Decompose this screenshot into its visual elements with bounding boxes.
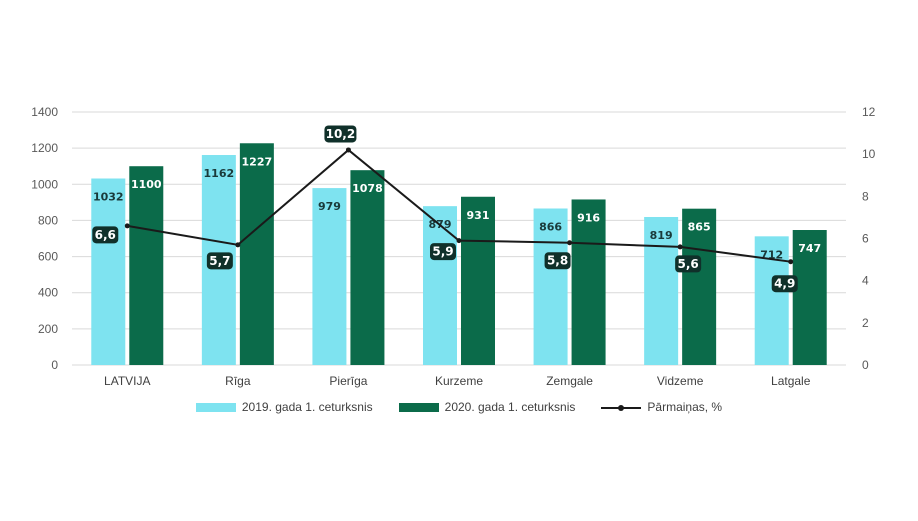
right-tick-label: 6: [862, 232, 869, 246]
bars: 1032110011621227979107887993186691681986…: [91, 143, 827, 365]
left-tick-label: 1400: [31, 105, 58, 119]
bar-2020: [792, 230, 827, 365]
data-label-2020: 931: [467, 209, 490, 222]
data-label-2019: 866: [539, 221, 562, 234]
left-tick-label: 800: [38, 213, 58, 227]
change-point: [345, 147, 351, 153]
legend-swatch-change: [601, 403, 642, 412]
legend-item-change[interactable]: Pārmaiņas, %: [601, 400, 722, 414]
data-label-2019: 819: [650, 229, 673, 242]
left-tick-label: 0: [51, 358, 58, 372]
change-point-label-box: [206, 252, 233, 270]
change-point-label-text: 5,7: [209, 254, 230, 268]
bar-2019: [644, 216, 679, 365]
category-label: Zemgale: [546, 374, 593, 388]
bar-2019: [533, 208, 568, 365]
right-tick-label: 4: [862, 274, 869, 288]
data-label-2019: 1032: [93, 191, 124, 204]
category-labels: LATVIJA Rīga Pierīga Kurzeme Zemgale Vidzeme L…: [104, 374, 811, 388]
right-tick-label: 2: [862, 316, 869, 330]
change-line: 6,6 5,7 10,2 5,9 5,8 5,6 4,9: [92, 125, 798, 293]
category-label: Latgale: [771, 374, 811, 388]
change-point-label-box: [430, 243, 456, 261]
legend-item-2019[interactable]: 2019. gada 1. ceturksnis: [195, 400, 373, 414]
change-point-label-text: 5,6: [678, 257, 699, 271]
right-tick-label: 12: [862, 105, 876, 119]
data-label-2020: 865: [688, 221, 711, 234]
bar-2020: [682, 208, 717, 365]
bar-2020: [461, 196, 495, 365]
left-tick-label: 1200: [31, 141, 58, 155]
category-label: Vidzeme: [657, 374, 704, 388]
data-label-2020: 916: [577, 211, 600, 224]
legend-swatch-2020: [398, 402, 439, 412]
data-label-2019: 979: [318, 200, 341, 213]
bar-2019: [91, 178, 126, 365]
right-axis-ticks: 0 2 4 6 8 10 12: [862, 105, 876, 372]
bar-2020: [239, 143, 274, 365]
change-point-label: 4,9: [771, 275, 798, 293]
change-point: [677, 244, 683, 250]
right-tick-label: 0: [862, 358, 869, 372]
data-label-2020: 1078: [352, 182, 383, 195]
right-tick-label: 10: [862, 147, 876, 161]
left-tick-label: 200: [38, 322, 58, 336]
change-point-label-text: 10,2: [326, 127, 356, 141]
legend-label-2019: 2019. gada 1. ceturksnis: [241, 400, 373, 414]
legend-label-change: Pārmaiņas, %: [647, 400, 723, 414]
bar-2020: [350, 170, 385, 365]
change-point-label: 5,7: [206, 252, 233, 270]
change-point: [788, 259, 794, 265]
change-point: [456, 238, 462, 244]
category-label: LATVIJA: [104, 374, 150, 388]
change-point-label-text: 5,9: [432, 245, 453, 259]
change-point-label: 5,8: [544, 252, 571, 270]
change-point-label: 10,2: [324, 125, 357, 143]
change-point-label: 6,6: [92, 226, 119, 244]
change-point-label-box: [675, 255, 702, 273]
bar-2019: [423, 206, 457, 365]
legend-swatch-2019: [195, 402, 236, 412]
bar-2020: [571, 199, 606, 365]
data-label-2020: 1100: [131, 178, 162, 191]
change-point-label-box: [544, 252, 571, 270]
bar-2020: [129, 166, 164, 365]
left-tick-label: 400: [38, 286, 58, 300]
left-axis-ticks: 0 200 400 600 800 1000 1200 1400: [31, 105, 58, 372]
data-label-2019: 1162: [204, 167, 235, 180]
legend: 2019. gada 1. ceturksnis 2020. gada 1. c…: [0, 400, 918, 414]
change-point: [567, 240, 573, 246]
data-label-2020: 747: [798, 242, 821, 255]
bar-2019: [312, 188, 347, 365]
left-tick-label: 600: [38, 250, 58, 264]
left-tick-label: 1000: [31, 177, 58, 191]
change-point-label-box: [92, 226, 119, 244]
category-label: Pierīga: [329, 374, 367, 388]
data-label-2020: 1227: [242, 155, 273, 168]
change-point-label-box: [771, 275, 798, 293]
legend-item-2020[interactable]: 2020. gada 1. ceturksnis: [398, 400, 576, 414]
right-tick-label: 8: [862, 189, 869, 203]
change-point: [124, 223, 130, 229]
change-point-label-text: 5,8: [547, 254, 568, 268]
legend-label-2020: 2020. gada 1. ceturksnis: [444, 400, 576, 414]
change-point-label-text: 4,9: [774, 277, 795, 291]
change-point-label-box: [324, 125, 357, 143]
change-point-label: 5,6: [675, 255, 702, 273]
change-point-label: 5,9: [430, 243, 456, 261]
gridlines: [72, 111, 846, 366]
change-point: [235, 242, 241, 248]
category-label: Kurzeme: [435, 374, 483, 388]
change-point-label-text: 6,6: [95, 228, 116, 242]
category-label: Rīga: [225, 374, 251, 388]
